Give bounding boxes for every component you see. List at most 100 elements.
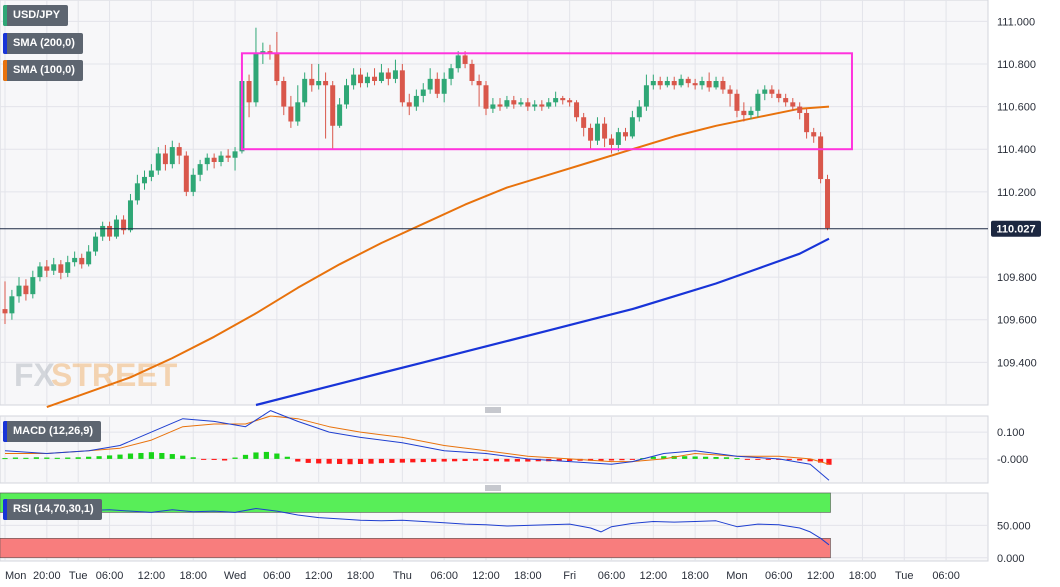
candle bbox=[211, 153, 217, 169]
candle bbox=[622, 127, 628, 141]
candle bbox=[253, 27, 259, 107]
candle bbox=[392, 59, 398, 84]
macd-histogram-bar bbox=[274, 453, 280, 459]
candle bbox=[588, 123, 594, 150]
macd-histogram-bar bbox=[12, 457, 19, 459]
macd-histogram-bar bbox=[242, 454, 249, 459]
legend-sma100[interactable]: SMA (100,0) bbox=[3, 60, 83, 81]
candle bbox=[713, 76, 719, 90]
macd-histogram-bar bbox=[472, 458, 479, 461]
x-tick-label: 06:00 bbox=[932, 570, 960, 582]
candle-body bbox=[720, 81, 726, 90]
candle-body bbox=[713, 81, 719, 88]
candle bbox=[511, 95, 517, 109]
rsi-line bbox=[4, 508, 830, 546]
candle bbox=[476, 74, 482, 107]
candle-body bbox=[574, 102, 580, 118]
macd-histogram-bar bbox=[389, 458, 395, 463]
candle-body bbox=[44, 266, 50, 271]
rsi-color-swatch bbox=[3, 499, 7, 520]
candle-body bbox=[567, 100, 573, 103]
candle bbox=[685, 76, 691, 88]
candle-body bbox=[762, 89, 768, 94]
candle bbox=[183, 151, 189, 197]
candle bbox=[811, 127, 817, 143]
candle bbox=[546, 98, 552, 109]
sma200-label: SMA (200,0) bbox=[13, 37, 75, 49]
candle bbox=[483, 81, 489, 116]
macd-histogram-bar bbox=[702, 456, 709, 459]
candle-body bbox=[581, 117, 587, 128]
macd-histogram-bar bbox=[190, 457, 196, 459]
x-tick-label: 18:00 bbox=[347, 570, 375, 582]
macd-histogram-bar bbox=[106, 455, 113, 459]
macd-histogram-bar bbox=[316, 458, 322, 464]
candle bbox=[727, 85, 733, 107]
candle-body bbox=[295, 102, 301, 122]
candle bbox=[518, 98, 524, 107]
candle-body bbox=[427, 78, 433, 90]
candle bbox=[134, 174, 140, 205]
candle-body bbox=[490, 104, 496, 109]
y-tick-label: 110.800 bbox=[997, 59, 1036, 71]
candle bbox=[344, 78, 350, 109]
candle bbox=[420, 83, 426, 103]
candle bbox=[176, 142, 182, 165]
candle bbox=[351, 68, 357, 90]
candle-body bbox=[699, 81, 705, 86]
candle bbox=[678, 74, 684, 88]
candle-body bbox=[560, 98, 566, 101]
candle bbox=[664, 76, 670, 88]
candle-body bbox=[420, 89, 426, 96]
candle-body bbox=[337, 104, 343, 126]
candle bbox=[671, 76, 677, 90]
x-tick-label: 12:00 bbox=[472, 570, 500, 582]
rsi-overbought-band bbox=[0, 492, 831, 513]
candle-body bbox=[602, 123, 608, 139]
candle-body bbox=[218, 155, 224, 162]
legend-rsi[interactable]: RSI (14,70,30,1) bbox=[3, 499, 102, 520]
candle-body bbox=[211, 157, 217, 162]
candle bbox=[316, 63, 322, 90]
candle-body bbox=[455, 55, 461, 69]
candle bbox=[783, 93, 789, 107]
macd-histogram-bar bbox=[65, 457, 71, 459]
candle bbox=[615, 127, 621, 152]
axis-labels: 111.000 110.800 110.600 110.400 110.200 109.8… bbox=[5, 16, 1037, 582]
candle bbox=[44, 260, 50, 278]
candle-body bbox=[197, 164, 203, 175]
candle-body bbox=[511, 100, 517, 105]
sma200-line bbox=[255, 237, 830, 407]
candle bbox=[330, 81, 336, 150]
candle bbox=[455, 51, 461, 73]
candle bbox=[127, 193, 133, 233]
candle-body bbox=[406, 102, 412, 107]
macd-histogram-bar bbox=[232, 457, 238, 459]
candle-body bbox=[23, 285, 29, 295]
fxstreet-watermark: FX STREET bbox=[14, 357, 178, 393]
candle bbox=[225, 149, 231, 162]
legend-macd[interactable]: MACD (12,26,9) bbox=[3, 421, 102, 442]
y-tick-label: 109.600 bbox=[997, 315, 1037, 327]
macd-histogram-bar bbox=[127, 453, 134, 459]
legend-symbol[interactable]: USD/JPY bbox=[3, 5, 69, 26]
candle bbox=[141, 170, 147, 190]
candlesticks bbox=[2, 27, 831, 324]
macd-histogram-bar bbox=[211, 458, 217, 460]
sma100-label: SMA (100,0) bbox=[13, 64, 75, 76]
candle bbox=[581, 112, 587, 137]
macd-label: MACD (12,26,9) bbox=[13, 425, 94, 437]
macd-histogram-bar bbox=[96, 456, 102, 459]
macd-histogram-bar bbox=[734, 458, 740, 460]
macd-histogram-bar bbox=[723, 457, 730, 459]
macd-histogram-bar bbox=[567, 458, 573, 462]
indicator-lines bbox=[4, 105, 830, 546]
macd-histogram-bar bbox=[826, 458, 832, 465]
legend-sma200[interactable]: SMA (200,0) bbox=[3, 33, 83, 54]
candle-body bbox=[232, 151, 238, 158]
candle bbox=[323, 72, 329, 139]
x-tick-label: 12:00 bbox=[305, 570, 333, 582]
macd-histogram-bar bbox=[117, 454, 123, 459]
x-tick-label: 12:00 bbox=[640, 570, 668, 582]
